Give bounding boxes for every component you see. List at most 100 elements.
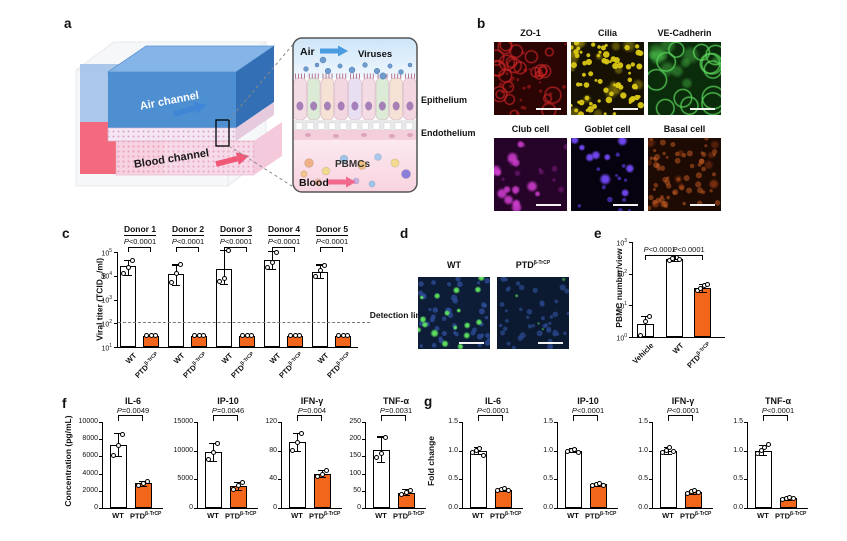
y-tick-label: 104 xyxy=(101,271,112,281)
y-tick xyxy=(361,439,365,441)
scale-bar xyxy=(690,203,715,206)
air-label: Air xyxy=(300,46,315,58)
data-point xyxy=(294,439,300,445)
p-value: P<0.0001 xyxy=(219,237,253,246)
y-tick-label: 2000 xyxy=(82,486,98,494)
x-label: WT xyxy=(112,511,124,520)
y-tick-label: 0 xyxy=(94,504,98,511)
y-tick-label: 15000 xyxy=(173,418,193,425)
error-cap xyxy=(402,489,410,491)
y-tick xyxy=(628,337,632,339)
data-point xyxy=(755,451,760,457)
x-axis xyxy=(280,508,342,510)
y-tick-label: 101 xyxy=(101,342,112,352)
donor-label: Donor 5 xyxy=(315,224,349,236)
y-tick-label: 0 xyxy=(189,504,193,511)
y-tick-label: 1.0 xyxy=(638,446,648,454)
x-label: PTDβ-TrCP xyxy=(393,511,425,521)
donor-label: Donor 3 xyxy=(219,224,253,236)
air-arrow-icon xyxy=(320,45,348,57)
micrograph-cilia xyxy=(571,42,644,115)
data-point xyxy=(572,447,577,453)
panel-g-il6-chart: 0.0 0.5 1.0 1.5 IL-6 P<0.0001 WT PTDβ-TrCP xyxy=(437,396,537,541)
chip-body: Air channel Blood channel xyxy=(74,41,296,189)
data-point xyxy=(240,479,245,485)
p-value: P<0.0001 xyxy=(476,406,510,415)
y-tick xyxy=(648,479,652,481)
y-tick xyxy=(743,479,747,481)
donor-label: Donor 4 xyxy=(267,224,301,236)
viruses-label: Viruses xyxy=(358,49,392,60)
y-axis xyxy=(746,422,748,509)
data-point xyxy=(345,333,350,339)
y-tick xyxy=(98,490,102,492)
data-point xyxy=(315,473,320,479)
data-point xyxy=(226,248,231,254)
y-tick-label: 8000 xyxy=(82,435,98,443)
y-tick xyxy=(277,450,281,452)
chip-cross-section-inset: Air Viruses PBMCs Blood Epithelium Endot… xyxy=(292,37,476,193)
error-cap xyxy=(209,460,217,463)
y-tick xyxy=(193,422,197,424)
y-tick xyxy=(458,479,462,481)
error-cap xyxy=(172,264,180,266)
data-point xyxy=(480,452,486,458)
p-value: P<0.0001 xyxy=(666,406,700,415)
y-tick-label: 10000 xyxy=(78,418,98,425)
y-tick xyxy=(361,490,365,492)
data-point xyxy=(249,333,254,339)
x-label: PTDβ-TrCP xyxy=(680,511,712,521)
y-tick-label: 103 xyxy=(616,237,627,247)
p-value: P<0.0001 xyxy=(171,237,205,246)
y-tick-label: 1.5 xyxy=(733,418,743,425)
y-tick-label: 102 xyxy=(616,269,627,279)
data-point xyxy=(600,482,606,488)
chart-title: IFN-γ xyxy=(671,396,695,406)
data-point xyxy=(642,319,648,325)
y-tick-label: 120 xyxy=(265,418,277,425)
panel-c-viral-titer-chart: 101 102 103 104 105 Viral titer (TCID50/ml) Do… xyxy=(95,224,436,398)
y-tick-label: 0.0 xyxy=(638,504,648,511)
y-tick-label: 100 xyxy=(616,332,627,342)
y-tick xyxy=(193,479,197,481)
panel-letter-f: f xyxy=(62,396,67,411)
error-cap xyxy=(114,433,122,435)
chip-membrane xyxy=(107,127,237,142)
inset-air-zone xyxy=(293,38,417,78)
y-tick xyxy=(113,275,117,277)
y-tick-label: 102 xyxy=(101,318,112,329)
panel-letter-c: c xyxy=(62,226,70,241)
error-bar xyxy=(644,316,646,337)
y-tick-label: 0 xyxy=(357,504,361,511)
data-point xyxy=(130,257,135,263)
error-cap xyxy=(784,499,792,502)
y-tick-label: 10000 xyxy=(173,446,193,454)
data-point xyxy=(317,268,323,274)
panel-g-tnfa-chart: 0.0 0.5 1.0 1.5 TNF-α P<0.0001 WT PTDβ-TrCP xyxy=(722,396,822,541)
bar-wt xyxy=(754,450,772,508)
error-cap xyxy=(124,259,132,261)
chart-title: IFN-γ xyxy=(300,396,324,406)
data-point xyxy=(638,333,643,339)
bar-wt xyxy=(264,260,280,347)
p-value: P<0.0001 xyxy=(267,237,301,246)
data-point xyxy=(667,445,672,451)
micrograph-ve-cadherin xyxy=(648,42,721,115)
x-axis xyxy=(364,508,426,510)
y-axis xyxy=(461,422,463,509)
x-label: PTDβ-TrCP xyxy=(775,511,807,521)
error-cap xyxy=(641,316,649,318)
epithelium-cells xyxy=(293,73,417,121)
data-point xyxy=(136,482,141,488)
data-point xyxy=(235,482,241,488)
y-axis xyxy=(116,252,118,348)
panel-e-pbmc-chart: 100 101 102 103 PBMC number/view Vehicle WT PTD… xyxy=(610,224,785,399)
y-tick xyxy=(113,323,117,325)
y-tick-label: 50 xyxy=(353,486,361,494)
y-tick xyxy=(628,305,632,307)
error-cap xyxy=(402,494,410,497)
scale-bar xyxy=(538,341,563,344)
bar-ptd xyxy=(694,288,711,337)
data-point xyxy=(790,496,796,502)
y-tick-label: 200 xyxy=(349,435,361,443)
